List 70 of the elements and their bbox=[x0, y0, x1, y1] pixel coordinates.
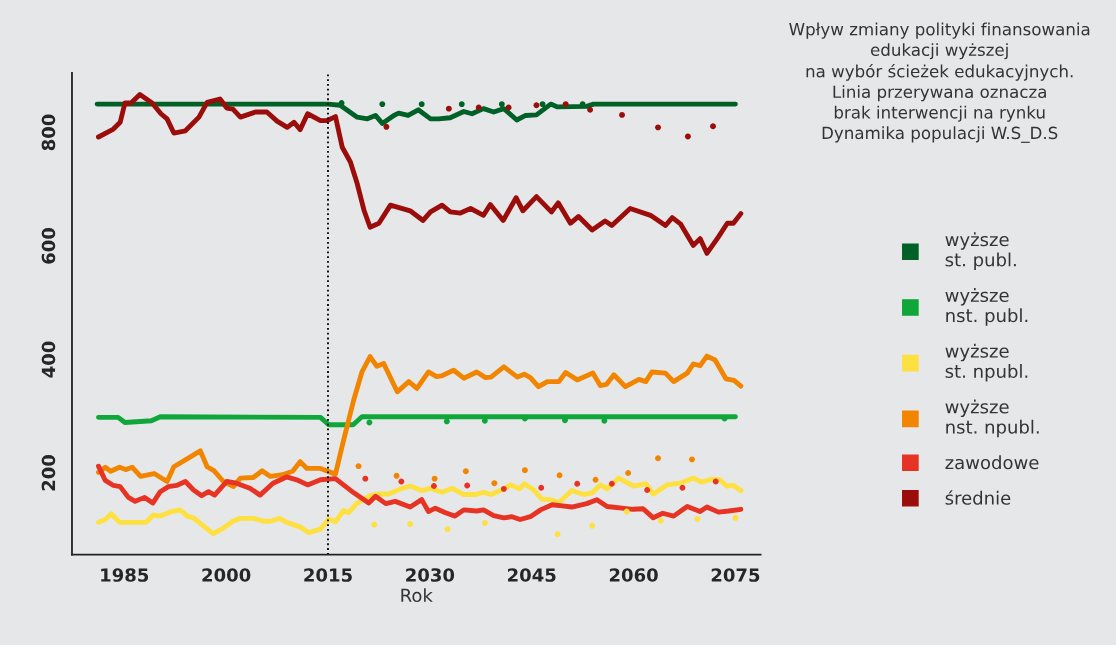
point bbox=[533, 102, 540, 109]
point bbox=[498, 101, 505, 108]
line-series bbox=[96, 92, 744, 256]
point bbox=[592, 476, 599, 483]
point bbox=[464, 482, 471, 489]
x-tick-label: 2045 bbox=[508, 568, 556, 582]
point bbox=[655, 124, 661, 131]
point bbox=[430, 483, 437, 489]
point bbox=[444, 526, 451, 533]
legend-label: średnie bbox=[945, 490, 1011, 505]
point bbox=[623, 508, 630, 515]
legend-label: wyższe st. npubl. bbox=[945, 343, 1028, 382]
point bbox=[689, 456, 695, 463]
point bbox=[366, 419, 373, 426]
point bbox=[355, 463, 362, 470]
point bbox=[500, 485, 507, 492]
legend-label: wyższe nst. publ. bbox=[945, 288, 1028, 326]
x-axis-title: Rok bbox=[401, 588, 433, 603]
text: Wpływ zmiany polityki finansowania edukacji wyższej na wybór ścieżek edukacyjnych. Linia przerywana oznacza brak interwencji na rynku Dynamika populacji W.S_D.S bbox=[789, 22, 1090, 143]
point bbox=[407, 521, 414, 527]
point bbox=[655, 455, 661, 462]
point bbox=[684, 133, 691, 140]
point bbox=[732, 514, 739, 521]
x-tick-label: 2060 bbox=[609, 568, 658, 582]
x-tick-label: 2015 bbox=[304, 568, 352, 582]
point bbox=[608, 480, 615, 487]
point bbox=[491, 480, 498, 487]
point bbox=[481, 519, 488, 526]
line-series bbox=[96, 353, 744, 490]
point bbox=[556, 472, 563, 479]
x-tick-label: 2075 bbox=[711, 568, 760, 582]
point bbox=[338, 100, 345, 106]
point bbox=[379, 101, 386, 108]
point bbox=[539, 101, 546, 108]
y-tick-label: 400 bbox=[41, 341, 56, 378]
line-series bbox=[96, 475, 744, 537]
point bbox=[431, 475, 438, 482]
point bbox=[418, 101, 425, 108]
y-tick-label: 200 bbox=[41, 455, 56, 491]
point bbox=[574, 480, 581, 487]
line-series bbox=[96, 463, 744, 522]
point bbox=[462, 468, 469, 475]
point bbox=[505, 104, 512, 111]
legend-label: wyższe st. publ. bbox=[945, 232, 1016, 271]
point bbox=[521, 467, 528, 474]
point bbox=[443, 418, 450, 425]
legend-label: wyższe nst. npubl. bbox=[945, 399, 1039, 438]
x-tick-label: 2000 bbox=[202, 568, 251, 582]
y-tick-label: 600 bbox=[41, 227, 56, 264]
point bbox=[589, 522, 596, 529]
point bbox=[625, 470, 632, 476]
point bbox=[383, 123, 390, 130]
point bbox=[587, 106, 594, 113]
point bbox=[458, 101, 465, 108]
x-tick-label: 2030 bbox=[406, 568, 455, 582]
x-tick-label: 1985 bbox=[101, 568, 149, 582]
point bbox=[710, 123, 716, 130]
point bbox=[538, 484, 545, 491]
y-tick-label: 800 bbox=[41, 114, 56, 151]
point bbox=[371, 521, 378, 528]
point bbox=[362, 475, 369, 482]
line-series bbox=[96, 414, 738, 428]
point bbox=[562, 101, 569, 108]
point bbox=[657, 517, 664, 524]
point bbox=[445, 105, 452, 112]
point bbox=[393, 472, 400, 479]
point bbox=[619, 111, 625, 118]
legend-label: zawodowe bbox=[945, 455, 1039, 470]
point bbox=[644, 487, 651, 493]
point bbox=[694, 516, 701, 522]
